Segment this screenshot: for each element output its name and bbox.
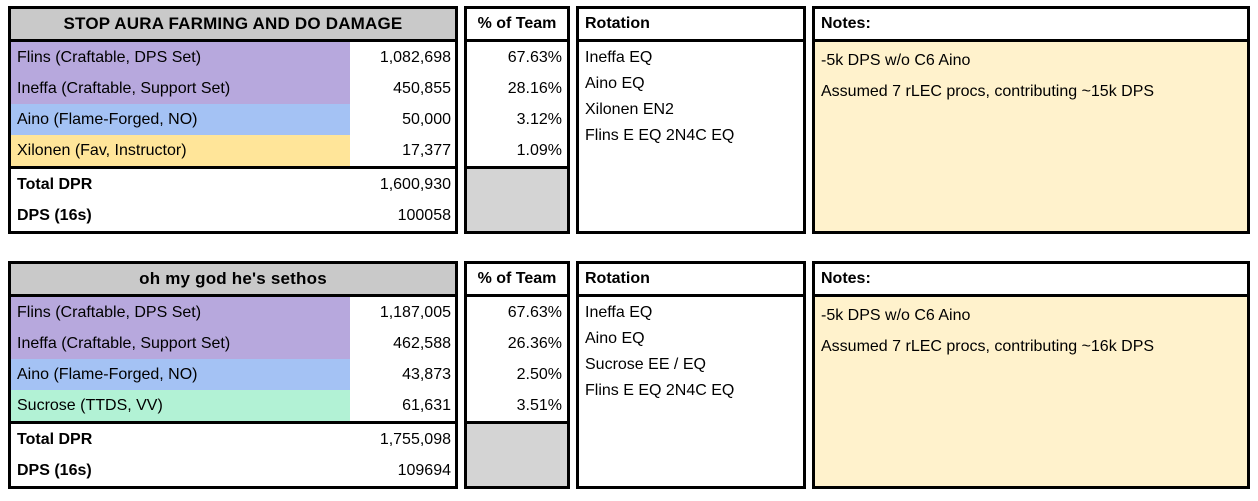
rotation-step: Aino EQ [585, 75, 645, 92]
roster-block-1: STOP AURA FARMING AND DO DAMAGE Flins (C… [8, 6, 458, 234]
rotation-step: Xilonen EN2 [585, 101, 674, 118]
rotation-step: Ineffa EQ [585, 304, 653, 321]
damage-value-cell[interactable]: 1,187,005 [350, 297, 455, 328]
dps-value[interactable]: 109694 [350, 455, 455, 486]
notes-block-1: Notes: -5k DPS w/o C6 Aino Assumed 7 rLE… [812, 6, 1250, 234]
damage-value-cell[interactable]: 17,377 [350, 135, 455, 166]
damage-value-cell[interactable]: 43,873 [350, 359, 455, 390]
character-row: Flins (Craftable, DPS Set) 1,187,005 [11, 297, 455, 328]
blank-gray-cell [467, 421, 567, 486]
character-row: Flins (Craftable, DPS Set) 1,082,698 [11, 42, 455, 73]
dps-label[interactable]: DPS (16s) [17, 461, 92, 479]
rotation-step: Ineffa EQ [585, 49, 653, 66]
notes-cell[interactable]: -5k DPS w/o C6 Aino Assumed 7 rLEC procs… [815, 297, 1247, 486]
percent-header-cell[interactable]: % of Team [467, 264, 567, 297]
totals-section: Total DPR 1,755,098 DPS (16s) 109694 [11, 421, 455, 486]
note-line: Assumed 7 rLEC procs, contributing ~16k … [821, 338, 1155, 355]
blank-gray-cell [467, 166, 567, 231]
damage-value-cell[interactable]: 462,588 [350, 328, 455, 359]
percent-cell[interactable]: 2.50% [516, 365, 562, 383]
totals-section: Total DPR 1,600,930 DPS (16s) 100058 [11, 166, 455, 231]
rotation-step: Flins E EQ 2N4C EQ [585, 127, 735, 144]
damage-value-cell[interactable]: 50,000 [350, 104, 455, 135]
percent-block-1: % of Team 67.63% 28.16% 3.12% 1.09% [464, 6, 570, 234]
note-line: Assumed 7 rLEC procs, contributing ~15k … [821, 83, 1155, 100]
total-row: DPS (16s) 109694 [11, 455, 455, 486]
dps-label[interactable]: DPS (16s) [17, 206, 92, 224]
note-line: -5k DPS w/o C6 Aino [821, 307, 971, 324]
rotation-cell[interactable]: Ineffa EQ Aino EQ Xilonen EN2 Flins E EQ… [579, 42, 803, 231]
team-comp-table-1: STOP AURA FARMING AND DO DAMAGE Flins (C… [8, 6, 1250, 234]
percent-cell[interactable]: 3.12% [516, 110, 562, 128]
roster-block-2: oh my god he's sethos Flins (Craftable, … [8, 261, 458, 489]
percent-header-cell[interactable]: % of Team [467, 9, 567, 42]
character-name-cell[interactable]: Ineffa (Craftable, Support Set) [11, 328, 350, 359]
damage-value-cell[interactable]: 61,631 [350, 390, 455, 421]
percent-cell[interactable]: 3.51% [516, 396, 562, 414]
character-name-cell[interactable]: Ineffa (Craftable, Support Set) [11, 73, 350, 104]
rotation-step: Sucrose EE / EQ [585, 356, 706, 373]
damage-value-cell[interactable]: 1,082,698 [350, 42, 455, 73]
character-name-cell[interactable]: Aino (Flame-Forged, NO) [11, 359, 350, 390]
rotation-block-1: Rotation Ineffa EQ Aino EQ Xilonen EN2 F… [576, 6, 806, 234]
rotation-step: Aino EQ [585, 330, 645, 347]
team-comp-table-2: oh my god he's sethos Flins (Craftable, … [8, 261, 1250, 489]
character-name-cell[interactable]: Flins (Craftable, DPS Set) [11, 297, 350, 328]
percent-cell[interactable]: 67.63% [507, 303, 562, 321]
notes-cell[interactable]: -5k DPS w/o C6 Aino Assumed 7 rLEC procs… [815, 42, 1247, 231]
character-name-cell[interactable]: Xilonen (Fav, Instructor) [11, 135, 350, 166]
character-row: Sucrose (TTDS, VV) 61,631 [11, 390, 455, 421]
rotation-header-cell[interactable]: Rotation [579, 264, 803, 297]
character-row: Ineffa (Craftable, Support Set) 462,588 [11, 328, 455, 359]
notes-header-cell[interactable]: Notes: [815, 264, 1247, 297]
note-line: -5k DPS w/o C6 Aino [821, 52, 971, 69]
notes-block-2: Notes: -5k DPS w/o C6 Aino Assumed 7 rLE… [812, 261, 1250, 489]
rotation-cell[interactable]: Ineffa EQ Aino EQ Sucrose EE / EQ Flins … [579, 297, 803, 486]
total-row: Total DPR 1,755,098 [11, 424, 455, 455]
rotation-step: Flins E EQ 2N4C EQ [585, 382, 735, 399]
character-name-cell[interactable]: Aino (Flame-Forged, NO) [11, 104, 350, 135]
character-name-cell[interactable]: Sucrose (TTDS, VV) [11, 390, 350, 421]
percent-cell[interactable]: 28.16% [507, 79, 562, 97]
percent-cell[interactable]: 1.09% [516, 141, 562, 159]
total-dpr-value[interactable]: 1,600,930 [350, 169, 455, 200]
rotation-header-cell[interactable]: Rotation [579, 9, 803, 42]
damage-value-cell[interactable]: 450,855 [350, 73, 455, 104]
total-row: DPS (16s) 100058 [11, 200, 455, 231]
character-name-cell[interactable]: Flins (Craftable, DPS Set) [11, 42, 350, 73]
rotation-block-2: Rotation Ineffa EQ Aino EQ Sucrose EE / … [576, 261, 806, 489]
character-row: Xilonen (Fav, Instructor) 17,377 [11, 135, 455, 166]
total-dpr-label[interactable]: Total DPR [17, 175, 93, 193]
percent-cell[interactable]: 67.63% [507, 48, 562, 66]
table-title-cell[interactable]: STOP AURA FARMING AND DO DAMAGE [11, 9, 455, 42]
character-row: Ineffa (Craftable, Support Set) 450,855 [11, 73, 455, 104]
percent-cell[interactable]: 26.36% [507, 334, 562, 352]
total-dpr-label[interactable]: Total DPR [17, 430, 93, 448]
notes-header-cell[interactable]: Notes: [815, 9, 1247, 42]
total-dpr-value[interactable]: 1,755,098 [350, 424, 455, 455]
character-row: Aino (Flame-Forged, NO) 43,873 [11, 359, 455, 390]
table-title-cell[interactable]: oh my god he's sethos [11, 264, 455, 297]
dps-value[interactable]: 100058 [350, 200, 455, 231]
percent-block-2: % of Team 67.63% 26.36% 2.50% 3.51% [464, 261, 570, 489]
character-row: Aino (Flame-Forged, NO) 50,000 [11, 104, 455, 135]
total-row: Total DPR 1,600,930 [11, 169, 455, 200]
